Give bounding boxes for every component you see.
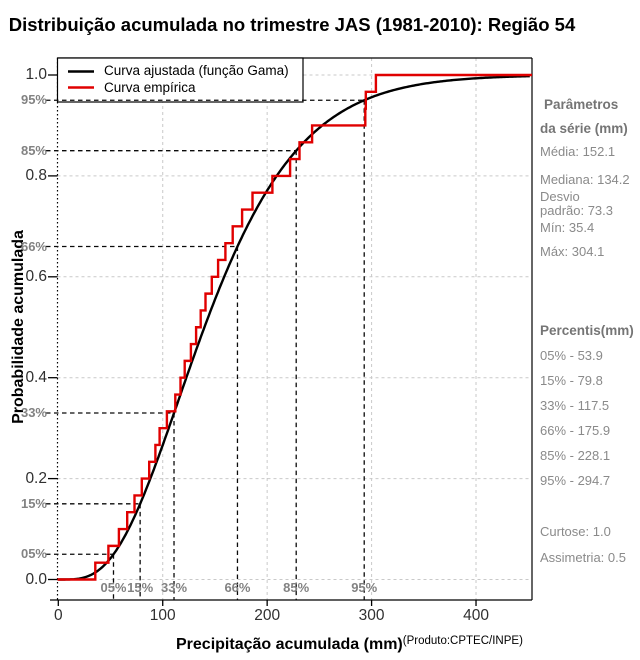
legend-box — [56, 57, 304, 103]
x-percentile-label-66%: 66% — [224, 580, 251, 595]
x-tick-label-100: 100 — [149, 607, 176, 624]
percentis-header: Percentis(mm) — [540, 323, 634, 338]
x-axis-title: Precipitação acumulada (mm) — [176, 636, 403, 653]
y-tick-label-0.2: 0.2 — [25, 469, 47, 487]
percentil-line-33%: 33% - 117.5 — [540, 398, 610, 413]
x-tick-label-200: 200 — [254, 607, 281, 624]
skewness-value: Assimetria: 0.5 — [540, 550, 626, 565]
y-tick-label-0.0: 0.0 — [25, 570, 47, 588]
statistics-side-panel: Parâmetros da série (mm) Média: 152.1 Med… — [540, 0, 638, 660]
product-credit-note: (Produto:CPTEC/INPE) — [402, 635, 523, 647]
y-tick-label-0.8: 0.8 — [25, 166, 47, 184]
y-percentile-label-66%: 66% — [20, 238, 47, 254]
y-tick-label-0.6: 0.6 — [25, 267, 47, 285]
percentil-line-66%: 66% - 175.9 — [540, 423, 611, 438]
kurtosis-value: Curtose: 1.0 — [540, 524, 611, 539]
param-line-median: Mediana: 134.2 — [540, 172, 630, 187]
y-percentile-label-33%: 33% — [20, 405, 47, 420]
param-line-min: Mín: 35.4 — [540, 220, 595, 235]
x-tick-label-300: 300 — [358, 607, 385, 624]
param-line-mean: Média: 152.1 — [540, 144, 616, 159]
y-percentile-label-85%: 85% — [20, 142, 47, 158]
empirical-step-curve — [57, 73, 532, 581]
chart-title: Distribuição acumulada no trimestre JAS … — [8, 14, 576, 35]
x-percentile-label-15%: 15% — [127, 580, 154, 595]
y-tick-label-0.4: 0.4 — [25, 368, 47, 386]
percentil-line-05%: 05% - 53.9 — [540, 348, 603, 363]
params-header-line1: Parâmetros — [544, 97, 619, 112]
params-header-line2: da série (mm) — [540, 121, 628, 136]
legend-entry-empirical-curve: Curva empírica — [104, 79, 196, 95]
param-line-std-dev: Desvio padrão: 73.3 — [540, 189, 614, 218]
fitted-gamma-curve — [58, 74, 530, 581]
x-tick-label-400: 400 — [463, 607, 489, 624]
y-tick-label-1.0: 1.0 — [25, 66, 47, 83]
x-percentile-label-85%: 85% — [283, 580, 310, 595]
x-tick-label-0: 0 — [53, 607, 63, 624]
y-percentile-label-05%: 05% — [20, 546, 47, 562]
x-percentile-label-33%: 33% — [161, 580, 188, 595]
percentil-line-85%: 85% - 228.1 — [540, 448, 611, 463]
percentil-line-15%: 15% - 79.8 — [540, 373, 603, 388]
y-percentile-label-95%: 95% — [20, 92, 47, 108]
y-percentile-label-15%: 15% — [20, 495, 47, 511]
x-percentile-label-95%: 95% — [351, 580, 378, 595]
x-percentile-label-05%: 05% — [100, 580, 127, 595]
legend-entry-fitted-curve: Curva ajustada (função Gama) — [104, 63, 289, 78]
param-line-max: Máx: 304.1 — [540, 244, 605, 259]
percentil-line-95%: 95% - 294.7 — [540, 473, 611, 488]
x-axis-title-row: Precipitação acumulada (mm)(Produto:CPTE… — [176, 634, 523, 657]
y-axis-title: Probabilidade acumulada — [10, 230, 27, 424]
